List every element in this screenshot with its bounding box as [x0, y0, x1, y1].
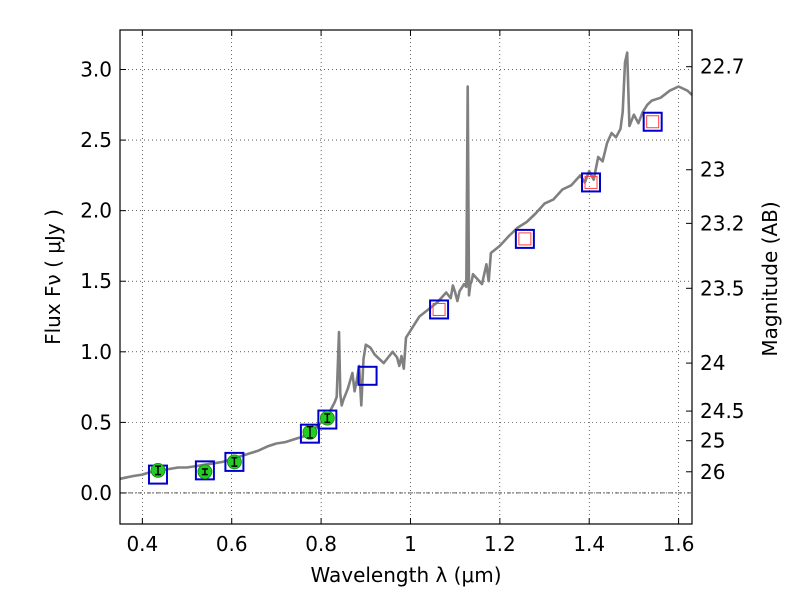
photometry-square: [224, 451, 245, 472]
y2-tick-label: 24: [700, 351, 725, 375]
markers-layer: [147, 111, 663, 485]
x-tick-label: 0.6: [216, 532, 248, 556]
y2-tick-label: 23: [700, 158, 725, 182]
x-tick-label: 1.2: [484, 532, 516, 556]
ticks-layer: 0.4 0.6 0.8 1 1.2 1.4 1.6 0.0 0.5 1.0 1.5 2.0 2.5 3.0…: [80, 30, 745, 556]
y-tick-label: 1.5: [80, 269, 112, 293]
x-tick-label: 1.6: [663, 532, 695, 556]
y2-tick-label: 24.5: [700, 399, 745, 423]
photometry-square: [299, 423, 320, 444]
x-tick-label: 1.4: [573, 532, 605, 556]
y2-tick-label: 23.2: [700, 211, 745, 235]
x-tick-label: 1: [404, 532, 417, 556]
plot-background: [120, 30, 692, 524]
model-flux-square: [646, 115, 660, 129]
y2-tick-label: 22.7: [700, 55, 745, 79]
y-axis-label: Flux Fν ( μJy ): [41, 209, 65, 345]
model-flux-square: [432, 302, 446, 316]
grid: [120, 30, 692, 524]
photometry-square: [357, 365, 378, 386]
x-tick-label: 0.4: [126, 532, 158, 556]
photometry-square: [642, 111, 663, 132]
photometry-square: [429, 299, 450, 320]
y-tick-label: 1.0: [80, 340, 112, 364]
photometry-square: [317, 409, 338, 430]
spectrum-line: [119, 51, 693, 481]
x-axis-label: Wavelength λ (μm): [310, 563, 501, 587]
model-flux-square: [518, 232, 532, 246]
y-tick-label: 0.5: [80, 410, 112, 434]
y-tick-label: 3.0: [80, 58, 112, 82]
model-flux-square: [584, 175, 598, 189]
photometry-square: [581, 172, 602, 193]
y-tick-label: 2.5: [80, 128, 112, 152]
photometry-square: [194, 460, 215, 481]
plot-frame: [119, 29, 693, 525]
y2-tick-label: 26: [700, 460, 725, 484]
y2-tick-label: 25: [700, 429, 725, 453]
y-tick-label: 0.0: [80, 481, 112, 505]
photometry-square: [514, 228, 535, 249]
x-tick-label: 0.8: [305, 532, 337, 556]
spectrum-layer: [119, 51, 693, 481]
y-tick-label: 2.0: [80, 199, 112, 223]
y2-axis-label: Magnitude (AB): [758, 201, 782, 356]
y2-tick-label: 23.5: [700, 276, 745, 300]
